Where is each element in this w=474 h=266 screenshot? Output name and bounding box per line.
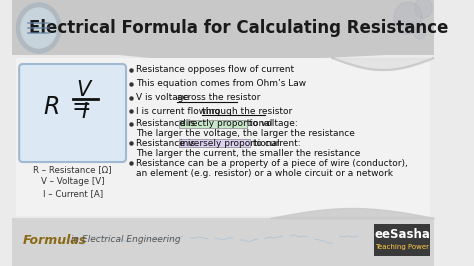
Text: R – Resistance [Ω]: R – Resistance [Ω] [33, 165, 112, 174]
Text: inversely proportional: inversely proportional [180, 139, 280, 148]
FancyBboxPatch shape [19, 64, 126, 162]
Text: $I$: $I$ [81, 102, 89, 122]
Text: Teaching Power: Teaching Power [375, 244, 429, 250]
Text: an element (e.g. resistor) or a whole circuit or a network: an element (e.g. resistor) or a whole ci… [136, 168, 393, 177]
Text: V is voltage: V is voltage [136, 94, 192, 102]
Text: Resistance opposes flow of current: Resistance opposes flow of current [136, 65, 294, 74]
Text: I is current flowing: I is current flowing [136, 106, 223, 115]
Circle shape [414, 0, 432, 18]
Circle shape [17, 3, 61, 53]
Circle shape [394, 2, 422, 34]
Text: Electrical Formula for Calculating Resistance: Electrical Formula for Calculating Resis… [29, 19, 449, 37]
FancyBboxPatch shape [12, 218, 434, 266]
Text: The larger the voltage, the larger the resistance: The larger the voltage, the larger the r… [136, 130, 355, 139]
Text: V – Voltage [V]: V – Voltage [V] [41, 177, 104, 186]
Text: Resistance can be a property of a piece of wire (conductor),: Resistance can be a property of a piece … [136, 159, 408, 168]
Text: Formulas: Formulas [23, 234, 87, 247]
Text: through the resistor: through the resistor [202, 106, 292, 115]
Text: eeSasha: eeSasha [374, 228, 430, 242]
Text: to current:: to current: [250, 139, 300, 148]
Text: Resistance is: Resistance is [136, 139, 198, 148]
PathPatch shape [12, 0, 434, 62]
Text: to voltage:: to voltage: [246, 119, 298, 128]
FancyBboxPatch shape [179, 139, 250, 147]
Text: in Electrical Engineering: in Electrical Engineering [68, 235, 181, 244]
Text: I – Current [A]: I – Current [A] [43, 189, 103, 198]
FancyBboxPatch shape [16, 58, 430, 216]
FancyBboxPatch shape [374, 224, 430, 256]
Circle shape [413, 25, 426, 39]
Text: directly proportional: directly proportional [180, 119, 273, 128]
Text: $R\ =$: $R\ =$ [43, 95, 91, 119]
Text: Resistance is: Resistance is [136, 119, 198, 128]
Text: This equation comes from Ohm’s Law: This equation comes from Ohm’s Law [136, 80, 306, 89]
Circle shape [21, 8, 56, 48]
FancyBboxPatch shape [12, 0, 434, 55]
Text: across the resistor: across the resistor [177, 94, 260, 102]
FancyBboxPatch shape [179, 119, 247, 128]
Text: The larger the current, the smaller the resistance: The larger the current, the smaller the … [136, 148, 360, 157]
Text: $V$: $V$ [76, 80, 94, 100]
